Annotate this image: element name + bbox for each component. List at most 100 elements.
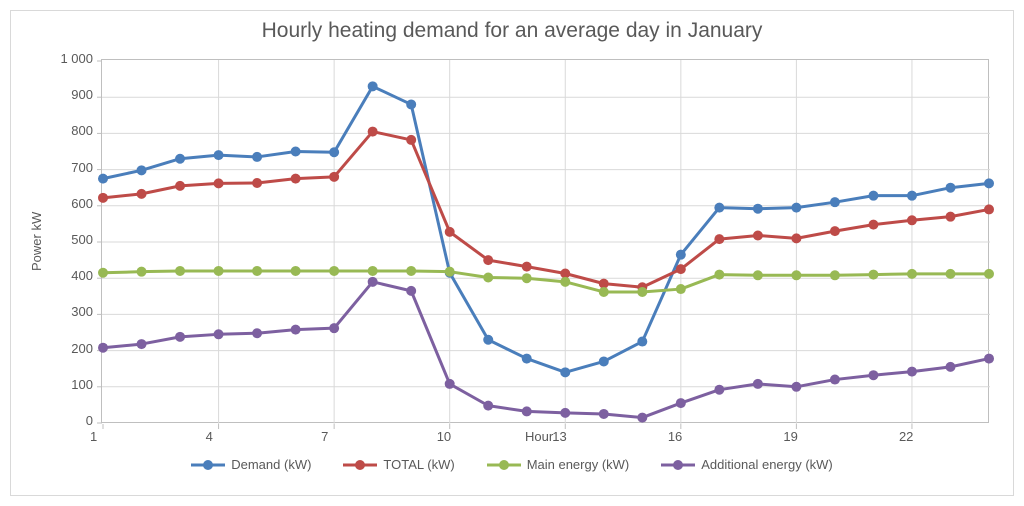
series-marker <box>214 266 224 276</box>
legend-label: Main energy (kW) <box>527 457 630 472</box>
series-marker <box>368 127 378 137</box>
legend-item: Demand (kW) <box>191 457 311 472</box>
series-marker <box>945 183 955 193</box>
series-marker <box>945 269 955 279</box>
series-marker <box>98 193 108 203</box>
x-tick-label: 16 <box>668 429 682 444</box>
series-marker <box>175 181 185 191</box>
y-tick-label: 600 <box>71 196 93 211</box>
series-marker <box>830 270 840 280</box>
series-marker <box>907 367 917 377</box>
x-tick-label: 4 <box>206 429 213 444</box>
series-marker <box>368 277 378 287</box>
series-marker <box>599 409 609 419</box>
series-marker <box>291 147 301 157</box>
y-tick-label: 500 <box>71 232 93 247</box>
series-marker <box>252 178 262 188</box>
series-marker <box>214 329 224 339</box>
series-marker <box>252 152 262 162</box>
series-marker <box>753 204 763 214</box>
chart-title: Hourly heating demand for an average day… <box>11 19 1013 43</box>
legend: Demand (kW) TOTAL (kW) Main energy (kW) Add… <box>11 457 1013 472</box>
series-marker <box>329 323 339 333</box>
series-marker <box>637 337 647 347</box>
series-marker <box>406 135 416 145</box>
series-marker <box>522 273 532 283</box>
series-marker <box>98 268 108 278</box>
x-tick-label: 19 <box>783 429 797 444</box>
y-tick-label: 400 <box>71 268 93 283</box>
series-marker <box>560 367 570 377</box>
series-marker <box>830 197 840 207</box>
series-marker <box>676 250 686 260</box>
y-tick-label: 800 <box>71 123 93 138</box>
series-marker <box>291 266 301 276</box>
legend-item: Main energy (kW) <box>487 457 630 472</box>
series-marker <box>137 165 147 175</box>
series-marker <box>291 174 301 184</box>
series-marker <box>137 267 147 277</box>
x-axis-title: Hour <box>525 429 553 444</box>
y-axis-title: Power kW <box>29 212 44 271</box>
series-marker <box>984 178 994 188</box>
series-marker <box>753 379 763 389</box>
series-line <box>103 86 989 372</box>
series-marker <box>907 191 917 201</box>
x-tick-label: 7 <box>321 429 328 444</box>
y-tick-label: 900 <box>71 87 93 102</box>
series-marker <box>945 212 955 222</box>
legend-label: TOTAL (kW) <box>383 457 454 472</box>
legend-swatch-icon <box>343 458 377 472</box>
series-marker <box>329 266 339 276</box>
legend-swatch-icon <box>487 458 521 472</box>
series-marker <box>368 81 378 91</box>
series-marker <box>252 266 262 276</box>
x-tick-label: 10 <box>437 429 451 444</box>
series-line <box>103 282 989 418</box>
series-marker <box>137 339 147 349</box>
series-marker <box>522 406 532 416</box>
series-marker <box>676 398 686 408</box>
x-tick-label: 22 <box>899 429 913 444</box>
series-marker <box>560 408 570 418</box>
series-marker <box>791 270 801 280</box>
y-tick-label: 700 <box>71 160 93 175</box>
series-marker <box>907 215 917 225</box>
series-marker <box>406 266 416 276</box>
series-marker <box>599 356 609 366</box>
plot-svg <box>102 60 990 424</box>
series-marker <box>214 150 224 160</box>
series-marker <box>483 272 493 282</box>
legend-label: Demand (kW) <box>231 457 311 472</box>
series-marker <box>868 370 878 380</box>
series-marker <box>714 203 724 213</box>
series-marker <box>291 325 301 335</box>
series-marker <box>984 354 994 364</box>
series-marker <box>945 362 955 372</box>
series-marker <box>483 255 493 265</box>
chart-container: Hourly heating demand for an average day… <box>10 10 1014 496</box>
series-marker <box>907 269 917 279</box>
series-marker <box>329 147 339 157</box>
series-marker <box>714 270 724 280</box>
series-marker <box>214 178 224 188</box>
legend-swatch-icon <box>661 458 695 472</box>
series-marker <box>791 203 801 213</box>
series-marker <box>599 287 609 297</box>
legend-item: TOTAL (kW) <box>343 457 454 472</box>
series-marker <box>830 226 840 236</box>
series-marker <box>522 262 532 272</box>
y-tick-label: 100 <box>71 377 93 392</box>
series-marker <box>753 230 763 240</box>
series-marker <box>714 385 724 395</box>
series-marker <box>868 220 878 230</box>
legend-item: Additional energy (kW) <box>661 457 833 472</box>
series-marker <box>560 277 570 287</box>
series-marker <box>637 413 647 423</box>
y-tick-label: 0 <box>86 413 93 428</box>
series-marker <box>98 343 108 353</box>
legend-label: Additional energy (kW) <box>701 457 833 472</box>
series-marker <box>98 174 108 184</box>
series-marker <box>676 284 686 294</box>
y-tick-label: 1 000 <box>60 51 93 66</box>
